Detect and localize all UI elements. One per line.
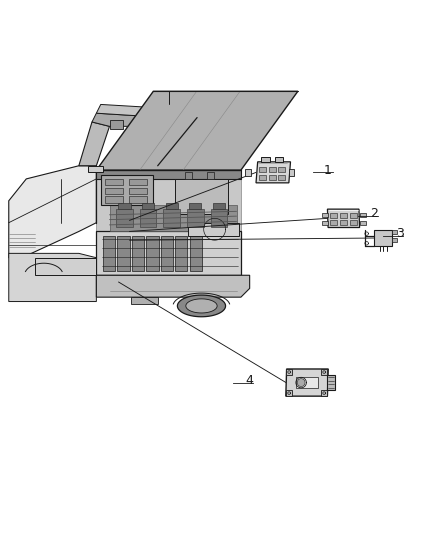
Polygon shape bbox=[96, 170, 241, 179]
Polygon shape bbox=[166, 203, 178, 209]
Polygon shape bbox=[96, 275, 250, 297]
Polygon shape bbox=[110, 205, 237, 231]
Polygon shape bbox=[269, 175, 276, 180]
Polygon shape bbox=[327, 375, 336, 391]
Polygon shape bbox=[92, 113, 166, 126]
Polygon shape bbox=[118, 203, 131, 209]
Polygon shape bbox=[187, 209, 204, 227]
Polygon shape bbox=[79, 122, 110, 166]
Polygon shape bbox=[35, 258, 96, 275]
Polygon shape bbox=[207, 172, 214, 179]
Polygon shape bbox=[245, 169, 251, 176]
Polygon shape bbox=[350, 220, 357, 225]
Polygon shape bbox=[269, 167, 276, 172]
Text: 3: 3 bbox=[396, 227, 404, 240]
Polygon shape bbox=[392, 238, 397, 241]
Polygon shape bbox=[350, 213, 357, 218]
Polygon shape bbox=[103, 236, 115, 271]
Polygon shape bbox=[129, 197, 147, 203]
Polygon shape bbox=[330, 220, 337, 225]
Polygon shape bbox=[360, 213, 366, 217]
Polygon shape bbox=[340, 213, 347, 218]
Polygon shape bbox=[275, 157, 283, 162]
Polygon shape bbox=[360, 221, 366, 225]
Polygon shape bbox=[146, 236, 159, 271]
Polygon shape bbox=[110, 120, 123, 128]
Polygon shape bbox=[129, 188, 147, 194]
Polygon shape bbox=[261, 157, 270, 162]
Polygon shape bbox=[105, 188, 123, 194]
Polygon shape bbox=[374, 230, 392, 246]
Polygon shape bbox=[340, 220, 347, 225]
Polygon shape bbox=[132, 236, 144, 271]
Polygon shape bbox=[96, 170, 241, 231]
Polygon shape bbox=[88, 166, 103, 172]
Text: 4: 4 bbox=[245, 374, 253, 387]
Polygon shape bbox=[186, 299, 217, 313]
Polygon shape bbox=[116, 209, 133, 227]
Polygon shape bbox=[213, 203, 225, 209]
Polygon shape bbox=[96, 104, 175, 118]
Polygon shape bbox=[117, 236, 130, 271]
Polygon shape bbox=[279, 175, 286, 180]
Polygon shape bbox=[189, 203, 201, 209]
Polygon shape bbox=[289, 169, 294, 176]
Polygon shape bbox=[279, 167, 286, 172]
Polygon shape bbox=[322, 221, 328, 225]
Polygon shape bbox=[392, 230, 397, 233]
Polygon shape bbox=[161, 236, 173, 271]
Polygon shape bbox=[321, 390, 327, 396]
Polygon shape bbox=[256, 162, 290, 183]
Polygon shape bbox=[142, 203, 154, 209]
Polygon shape bbox=[328, 209, 360, 228]
Polygon shape bbox=[190, 236, 202, 271]
Polygon shape bbox=[101, 174, 153, 205]
Text: 1: 1 bbox=[324, 164, 332, 176]
Polygon shape bbox=[321, 369, 327, 375]
Polygon shape bbox=[322, 213, 328, 217]
Polygon shape bbox=[96, 91, 298, 170]
Polygon shape bbox=[286, 369, 328, 396]
Polygon shape bbox=[140, 209, 156, 227]
Polygon shape bbox=[296, 377, 318, 388]
Text: 2: 2 bbox=[370, 207, 378, 221]
Polygon shape bbox=[175, 236, 187, 271]
Polygon shape bbox=[286, 369, 293, 375]
Polygon shape bbox=[188, 223, 239, 236]
Polygon shape bbox=[211, 209, 227, 227]
Polygon shape bbox=[163, 209, 180, 227]
Polygon shape bbox=[129, 179, 147, 185]
Polygon shape bbox=[259, 167, 266, 172]
Polygon shape bbox=[105, 179, 123, 185]
Polygon shape bbox=[131, 297, 158, 304]
Polygon shape bbox=[297, 378, 305, 386]
Polygon shape bbox=[9, 166, 96, 258]
Polygon shape bbox=[175, 179, 228, 214]
Polygon shape bbox=[286, 390, 293, 396]
Polygon shape bbox=[185, 172, 192, 179]
Polygon shape bbox=[259, 175, 266, 180]
Polygon shape bbox=[105, 197, 123, 203]
Polygon shape bbox=[330, 213, 337, 218]
Polygon shape bbox=[96, 231, 241, 275]
Polygon shape bbox=[177, 295, 226, 317]
Polygon shape bbox=[9, 253, 96, 302]
